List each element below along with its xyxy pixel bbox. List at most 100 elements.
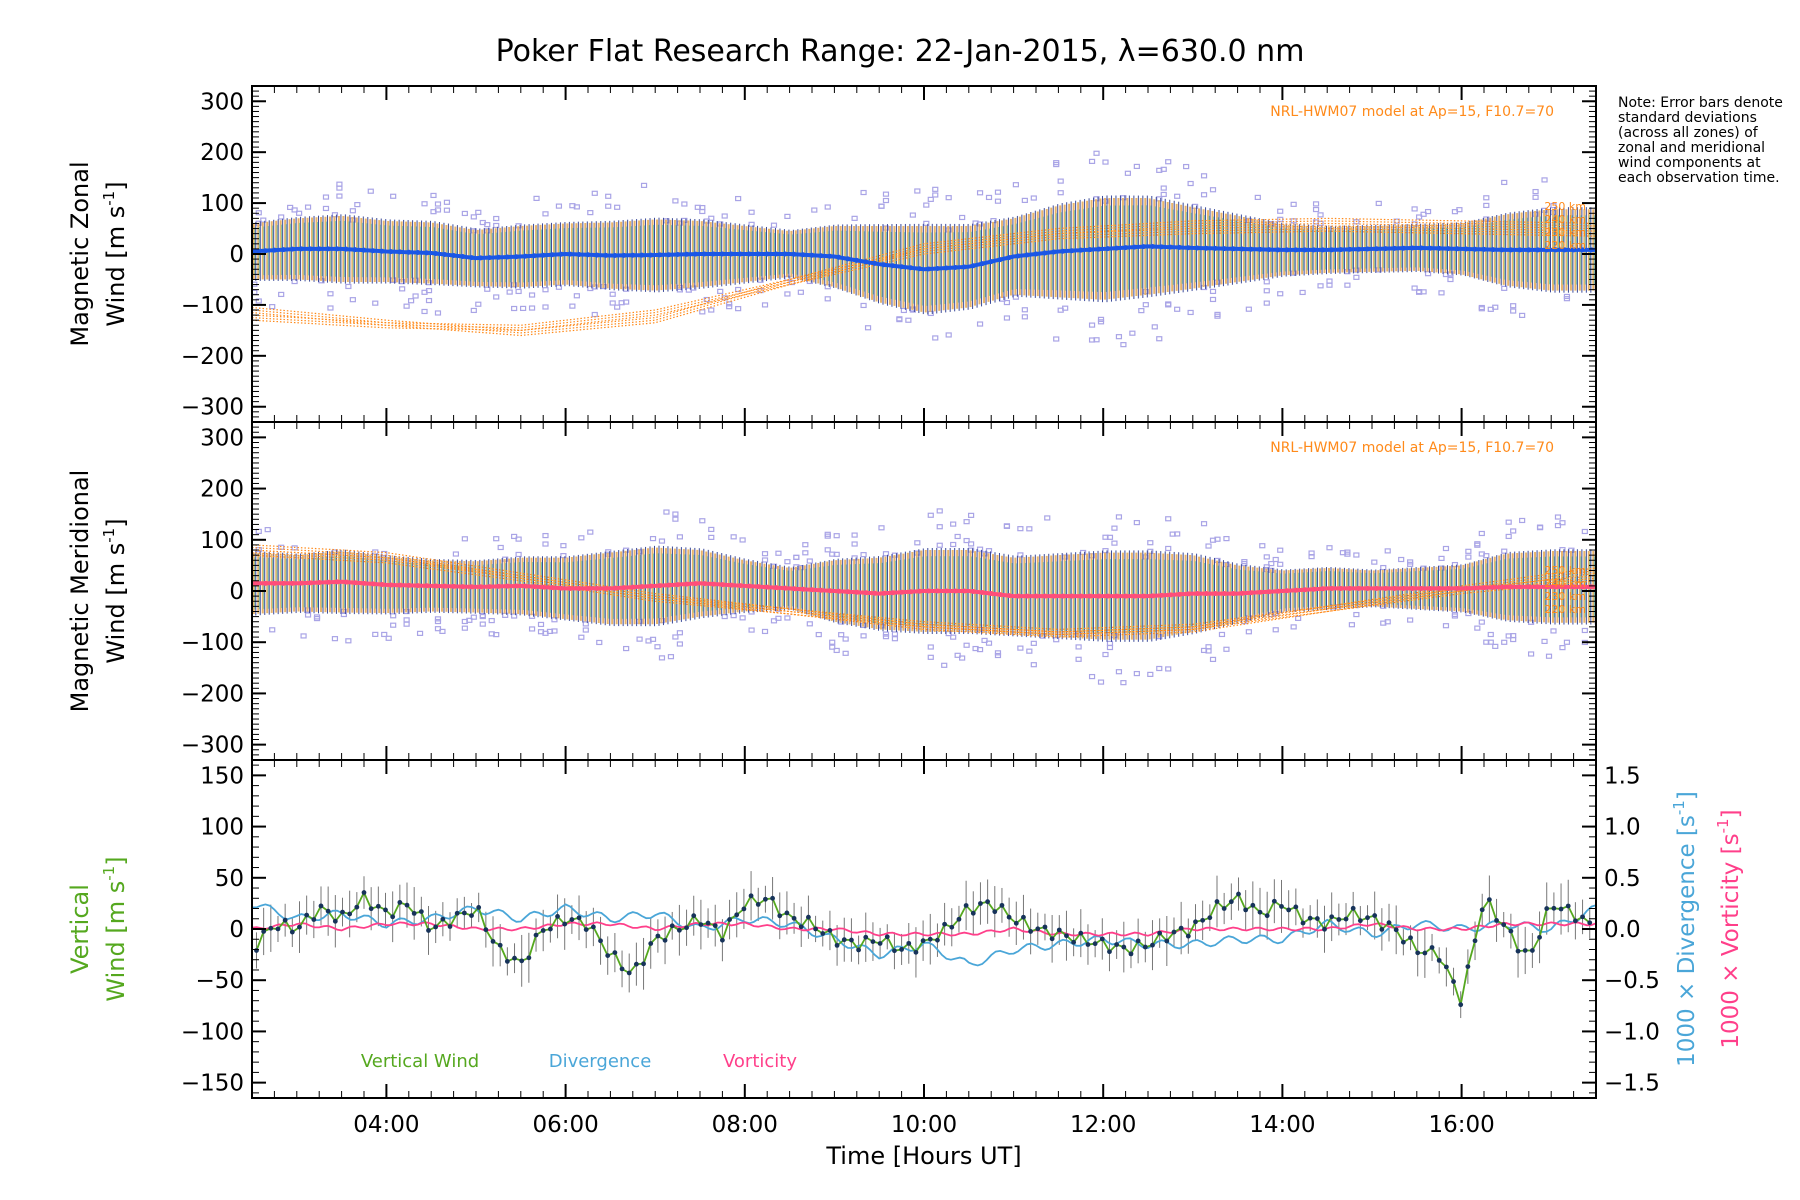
- meridional-scatter-point: [784, 559, 791, 565]
- zonal-scatter-point: [882, 197, 890, 204]
- vertical-wind-point: [1522, 948, 1528, 953]
- vertical-wind-point: [1085, 942, 1091, 947]
- zonal-scatter-point: [1299, 289, 1306, 296]
- meridional-mean-wind-point: [1006, 593, 1012, 599]
- vertical-wind-point: [1451, 979, 1456, 984]
- zonal-scatter-point: [443, 199, 451, 205]
- zonal-mean-wind-point: [1185, 245, 1191, 251]
- meridional-scatter-point: [761, 551, 769, 557]
- zonal-mean-wind-point: [1141, 244, 1147, 250]
- vertical-wind-point: [619, 966, 625, 972]
- zonal-scatter-point: [699, 309, 706, 315]
- meridional-mean-wind-point: [1499, 584, 1505, 590]
- meridional-mean-wind-point: [262, 580, 268, 586]
- meridional-ylabel-line1: Magnetic Meridional: [66, 470, 94, 713]
- zonal-scatter-point: [1187, 180, 1194, 187]
- meridional-scatter-point: [761, 557, 769, 563]
- zonal-scatter-point: [735, 286, 742, 293]
- zonal-mean-wind-point: [1114, 245, 1120, 251]
- meridional-scatter-point: [950, 541, 957, 548]
- zonal-mean-wind-point: [1535, 247, 1541, 253]
- meridional-mean-wind-point: [1185, 591, 1191, 597]
- meridional-scatter-point: [1218, 631, 1226, 638]
- vertical-wind-point: [605, 953, 611, 958]
- vertical-wind-point: [397, 900, 403, 905]
- zonal-scatter-point: [959, 214, 966, 221]
- zonal-scatter-point: [623, 299, 630, 305]
- zonal-scatter-point: [735, 195, 742, 202]
- meridional-scatter-point: [1550, 628, 1557, 634]
- meridional-mean-wind-point: [809, 587, 815, 593]
- zonal-mean-wind-point: [585, 252, 591, 258]
- meridional-mean-wind-point: [979, 590, 985, 596]
- meridional-mean-wind-point: [1490, 584, 1496, 590]
- zonal-mean-wind-point: [1033, 251, 1039, 257]
- meridional-scatter-point: [1505, 519, 1512, 525]
- zonal-mean-wind-point: [370, 248, 376, 254]
- meridional-scatter-point: [963, 519, 970, 525]
- zonal-mean-wind-point: [639, 252, 645, 258]
- meridional-scatter-point: [493, 536, 500, 542]
- meridional-scatter-point: [596, 639, 603, 646]
- meridional-mean-wind-point: [755, 584, 761, 590]
- vertical-wind-point: [813, 926, 818, 932]
- zonal-ytick-label: 0: [229, 242, 244, 268]
- zonal-scatter-point: [484, 286, 491, 292]
- meridional-scatter-point: [676, 630, 683, 636]
- meridional-mean-wind-point: [1024, 593, 1030, 599]
- meridional-scatter-point: [1478, 619, 1485, 625]
- zonal-scatter-point: [1160, 191, 1167, 198]
- meridional-model-curve: [251, 544, 1597, 633]
- meridional-scatter-point: [838, 632, 845, 638]
- meridional-mean-wind-point: [1329, 585, 1335, 591]
- zonal-mean-wind-point: [1078, 247, 1084, 253]
- meridional-mean-wind-point: [970, 589, 976, 595]
- vertical-wind-point: [1372, 913, 1378, 918]
- zonal-mean-wind-point: [334, 246, 340, 252]
- meridional-scatter-point: [963, 642, 970, 648]
- meridional-scatter-point: [672, 511, 679, 517]
- vertical-wind-point: [870, 939, 876, 945]
- vertical-wind-point: [1458, 1002, 1464, 1008]
- vertical-wind-point: [1443, 964, 1449, 970]
- vertical-wind-point: [361, 890, 367, 895]
- zonal-scatter-point: [1062, 305, 1069, 311]
- meridional-scatter-point: [748, 627, 755, 633]
- meridional-mean-wind-point: [1096, 593, 1102, 599]
- meridional-scatter-point: [345, 638, 352, 644]
- vertical-wind-point: [368, 906, 374, 912]
- meridional-scatter-point: [649, 636, 657, 642]
- meridional-scatter-point: [1030, 640, 1037, 646]
- vertical-wind-point: [1193, 919, 1198, 925]
- zonal-scatter-point: [1326, 278, 1333, 284]
- vertical-wind-point: [383, 907, 388, 913]
- zonal-scatter-point: [336, 185, 343, 191]
- meridional-scatter-point: [1268, 560, 1275, 567]
- meridional-mean-wind-point: [737, 583, 743, 589]
- zonal-scatter-point: [533, 195, 540, 201]
- zonal-mean-wind-point: [1212, 245, 1218, 251]
- zonal-scatter-point: [1501, 285, 1508, 291]
- zonal-scatter-point: [1124, 170, 1131, 176]
- meridional-mean-wind-point: [827, 588, 833, 594]
- legend-entry: Divergence: [549, 1051, 652, 1072]
- zonal-scatter-point: [905, 317, 912, 323]
- zonal-model-curve: [251, 222, 1597, 337]
- legend-entry: Vorticity: [723, 1051, 797, 1072]
- vertical-wind-point: [820, 931, 826, 936]
- vertical-wind-point: [1293, 904, 1299, 910]
- meridional-scatter-point: [1559, 645, 1566, 651]
- zonal-mean-wind-point: [1356, 246, 1362, 252]
- meridional-ytick-label: −200: [181, 681, 244, 707]
- zonal-mean-wind-point: [1472, 246, 1478, 252]
- zonal-scatter-point: [542, 287, 549, 293]
- meridional-ytick-label: −100: [181, 630, 244, 656]
- meridional-scatter-point: [1536, 524, 1544, 530]
- meridional-model-curve: [251, 546, 1597, 636]
- vertical-wind-point: [275, 926, 281, 932]
- zonal-mean-wind-point: [800, 252, 806, 258]
- zonal-model-label: 250 km: [1544, 200, 1586, 213]
- zonal-scatter-point: [1483, 195, 1490, 201]
- vertical-wind-point: [1207, 915, 1213, 921]
- zonal-mean-wind-point: [415, 250, 421, 256]
